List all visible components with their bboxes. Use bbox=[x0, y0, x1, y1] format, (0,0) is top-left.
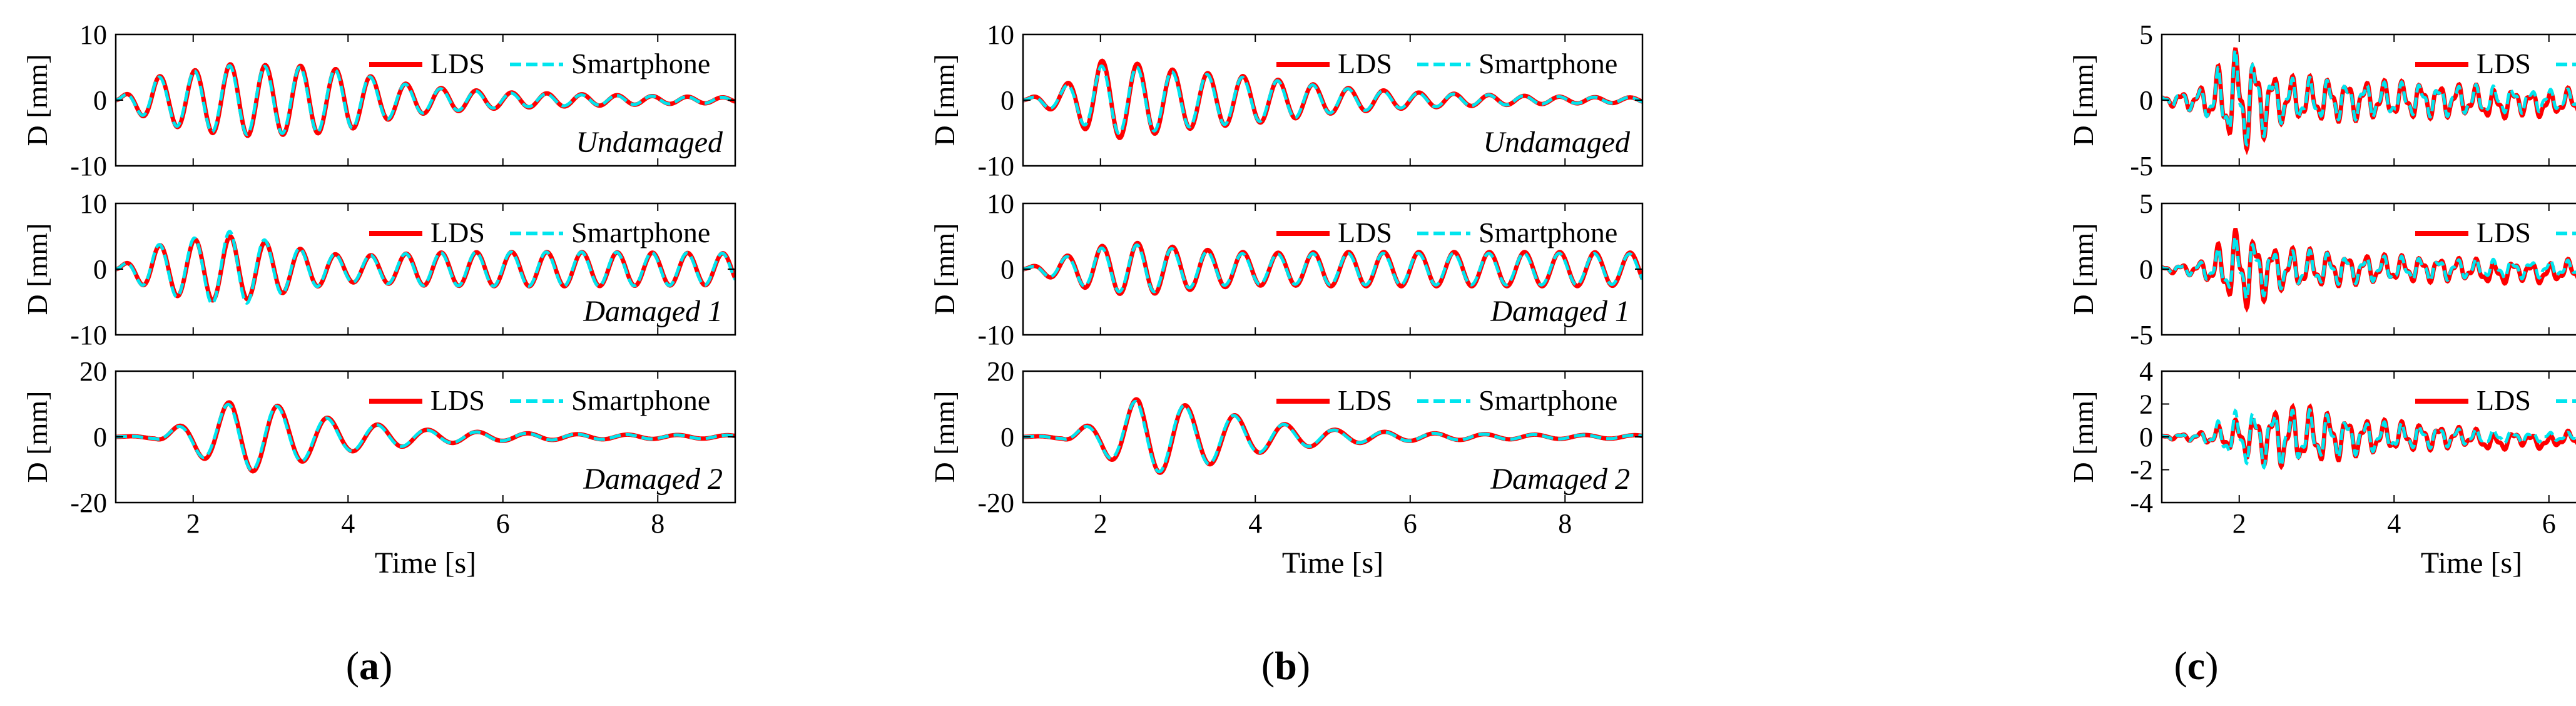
x-tick-label: 8 bbox=[1558, 508, 1572, 539]
subplot-b-2: -10 0 10 D [mm] LDS Smartphone Damaged 1 bbox=[929, 188, 1644, 350]
y-tick-label: 10 bbox=[79, 19, 107, 50]
legend-label-smartphone: Smartphone bbox=[1479, 48, 1617, 79]
y-tick-label: 0 bbox=[1000, 254, 1014, 285]
legend-label-lds: LDS bbox=[2477, 384, 2531, 416]
y-tick-label: 5 bbox=[2139, 188, 2153, 219]
legend-label-lds: LDS bbox=[430, 384, 485, 416]
y-tick-label: 0 bbox=[93, 254, 107, 285]
y-tick-label: -10 bbox=[977, 320, 1014, 350]
panel-label-c: (c) bbox=[2174, 643, 2218, 688]
y-tick-label: 10 bbox=[987, 188, 1014, 219]
y-axis-label: D [mm] bbox=[2067, 223, 2099, 315]
y-axis-label: D [mm] bbox=[21, 391, 53, 483]
y-tick-label: -20 bbox=[70, 488, 107, 518]
y-tick-label: 2 bbox=[2139, 389, 2153, 420]
state-annotation: Damaged 1 bbox=[1490, 295, 1630, 328]
y-tick-label: -20 bbox=[977, 488, 1014, 518]
series-line-smartphone bbox=[2162, 407, 2576, 470]
y-tick-label: 0 bbox=[2139, 85, 2153, 116]
y-tick-label: 0 bbox=[1000, 422, 1014, 453]
y-tick-label: -2 bbox=[2130, 455, 2153, 486]
series-line-smartphone bbox=[116, 64, 735, 136]
subplot-a-1: -10 0 10 D [mm] LDS Smartphone Undamaged bbox=[21, 19, 736, 182]
subplot-b-3: 2 4 6 8 -20 0 20 D [mm] LDS Smartphone Damaged 2 Ti… bbox=[929, 356, 1644, 580]
legend-label-smartphone: Smartphone bbox=[1479, 217, 1617, 248]
series-line-smartphone bbox=[116, 402, 735, 472]
y-tick-label: 0 bbox=[1000, 85, 1014, 116]
state-annotation: Damaged 1 bbox=[583, 295, 723, 328]
x-tick-label: 6 bbox=[2542, 508, 2556, 539]
y-axis-label: D [mm] bbox=[2067, 54, 2099, 146]
panel-label-a: (a) bbox=[346, 643, 393, 688]
y-axis-label: D [mm] bbox=[21, 223, 53, 315]
y-axis-label: D [mm] bbox=[2067, 391, 2099, 483]
y-tick-label: 10 bbox=[79, 188, 107, 219]
legend-label-lds: LDS bbox=[2477, 48, 2531, 79]
x-axis-label: Time [s] bbox=[1282, 546, 1383, 580]
x-axis-label: Time [s] bbox=[2421, 546, 2522, 580]
x-tick-label: 4 bbox=[1248, 508, 1262, 539]
legend-label-smartphone: Smartphone bbox=[571, 48, 710, 79]
y-tick-label: 0 bbox=[2139, 422, 2153, 453]
subplot-a-3: 2 4 6 8 -20 0 20 D [mm] LDS Smartphone Damaged 2 Ti… bbox=[21, 356, 736, 580]
y-tick-label: -10 bbox=[70, 320, 107, 350]
y-tick-label: 20 bbox=[79, 356, 107, 387]
series-line-smartphone bbox=[1023, 243, 1642, 294]
state-annotation: Undamaged bbox=[576, 126, 723, 159]
legend-label-lds: LDS bbox=[1338, 48, 1392, 79]
y-tick-label: -10 bbox=[70, 151, 107, 182]
x-tick-label: 4 bbox=[341, 508, 355, 539]
y-tick-label: 0 bbox=[93, 422, 107, 453]
y-axis-label: D [mm] bbox=[929, 223, 960, 315]
y-axis-label: D [mm] bbox=[21, 54, 53, 146]
subplot-b-1: -10 0 10 D [mm] LDS Smartphone Undamaged bbox=[929, 19, 1644, 182]
y-tick-label: 5 bbox=[2139, 19, 2153, 50]
y-tick-label: 4 bbox=[2139, 356, 2153, 387]
legend-label-smartphone: Smartphone bbox=[571, 384, 710, 416]
legend-label-lds: LDS bbox=[1338, 217, 1392, 248]
x-tick-label: 8 bbox=[651, 508, 664, 539]
x-axis-label: Time [s] bbox=[375, 546, 476, 580]
y-axis-label: D [mm] bbox=[929, 54, 960, 146]
series-line-smartphone bbox=[1023, 400, 1642, 474]
panel-label-b: (b) bbox=[1261, 643, 1310, 688]
x-tick-label: 6 bbox=[1403, 508, 1417, 539]
legend-label-smartphone: Smartphone bbox=[571, 217, 710, 248]
y-tick-label: 0 bbox=[93, 85, 107, 116]
series-line-smartphone bbox=[2162, 46, 2576, 148]
legend-label-smartphone: Smartphone bbox=[1479, 384, 1617, 416]
legend-label-lds: LDS bbox=[2477, 217, 2531, 248]
x-tick-label: 2 bbox=[2232, 508, 2246, 539]
y-tick-label: -10 bbox=[977, 151, 1014, 182]
legend-label-lds: LDS bbox=[430, 48, 485, 79]
x-tick-label: 4 bbox=[2387, 508, 2401, 539]
state-annotation: Damaged 2 bbox=[583, 463, 723, 496]
y-axis-label: D [mm] bbox=[929, 391, 960, 483]
subplot-a-2: -10 0 10 D [mm] LDS Smartphone Damaged 1 bbox=[21, 188, 736, 350]
x-tick-label: 2 bbox=[186, 508, 200, 539]
y-tick-label: -5 bbox=[2130, 151, 2153, 182]
legend-label-lds: LDS bbox=[430, 217, 485, 248]
x-tick-label: 6 bbox=[496, 508, 510, 539]
y-tick-label: 20 bbox=[987, 356, 1014, 387]
series-line-smartphone bbox=[1023, 64, 1642, 136]
y-tick-label: 0 bbox=[2139, 254, 2153, 285]
y-tick-label: -5 bbox=[2130, 320, 2153, 350]
y-tick-label: -4 bbox=[2130, 488, 2153, 518]
y-tick-label: 10 bbox=[987, 19, 1014, 50]
x-tick-label: 2 bbox=[1094, 508, 1107, 539]
state-annotation: Undamaged bbox=[1483, 126, 1631, 159]
state-annotation: Damaged 2 bbox=[1490, 463, 1630, 496]
legend-label-lds: LDS bbox=[1338, 384, 1392, 416]
series-line-smartphone bbox=[116, 230, 735, 305]
